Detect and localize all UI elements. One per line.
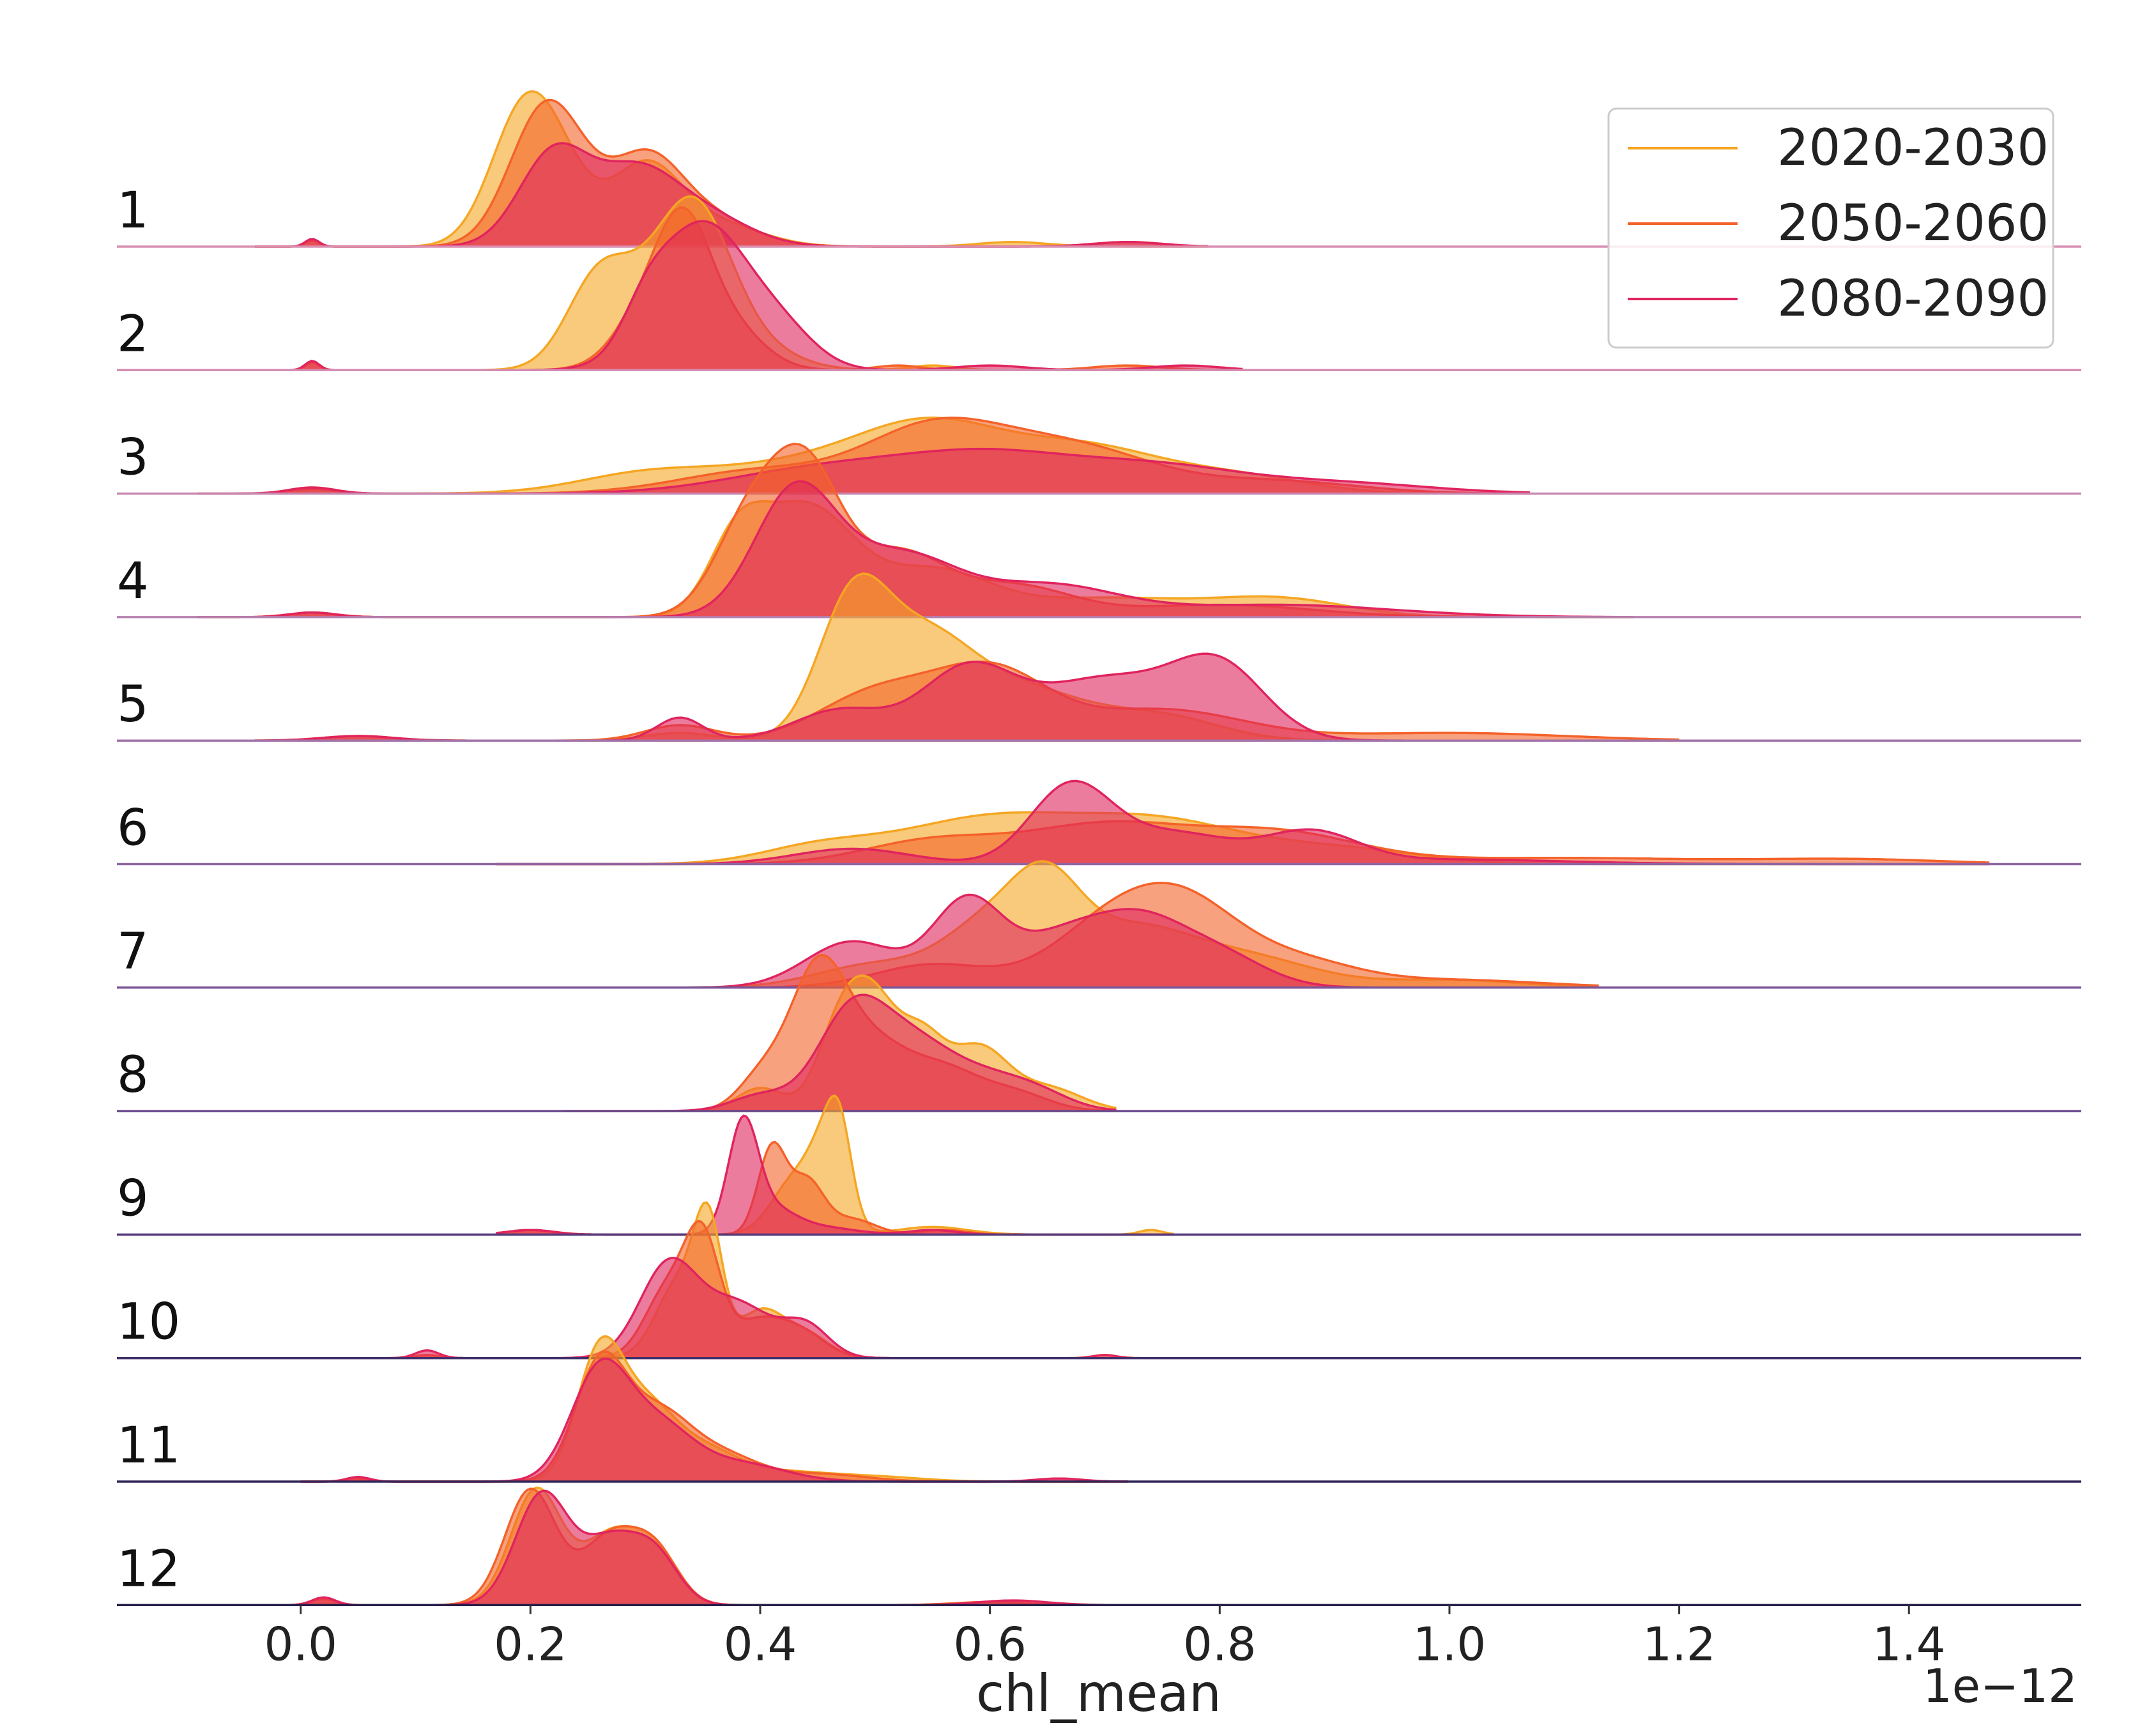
ridge-row-7: 7	[117, 860, 2081, 989]
legend: 2020-2030 2050-2060 2080-2090	[1607, 107, 2054, 349]
density-row-10-2080-2090-fill	[381, 1257, 1151, 1358]
ridge-row-9: 9	[117, 1094, 2081, 1236]
density-row-1-2050-2060-fill	[254, 100, 1209, 247]
density-row-12-2020-2030-outline	[289, 1486, 1105, 1607]
ridge-row-2: 2	[117, 195, 2081, 372]
density-row-12-2080-2090-outline	[289, 1489, 1105, 1607]
ridge-row-5: 5	[117, 572, 2081, 742]
density-row-12-2020-2030-fill	[289, 1487, 1105, 1606]
x-axis-offset-label: 1e−12	[1923, 1659, 2077, 1713]
density-row-11-2080-2090-fill	[300, 1358, 1128, 1482]
x-tick-label-1.2: 1.2	[1642, 1617, 1716, 1671]
density-row-12-2080-2090-fill	[289, 1491, 1105, 1606]
density-row-6-2080-2090-fill	[496, 781, 1990, 864]
ridge-row-3: 3	[117, 417, 2081, 495]
row-label-1: 1	[117, 182, 149, 240]
row-label-12: 12	[117, 1540, 180, 1598]
legend-label-2050-2060: 2050-2060	[1777, 195, 2049, 252]
ridge-row-8: 8	[117, 954, 2081, 1112]
x-tick-label-0.2: 0.2	[494, 1617, 567, 1671]
row-label-10: 10	[117, 1294, 180, 1351]
row-label-9: 9	[117, 1170, 149, 1227]
legend-label-2020-2030: 2020-2030	[1777, 119, 2049, 177]
density-row-12-2050-2060-outline	[289, 1487, 1105, 1607]
density-row-2-2080-2090-fill	[254, 221, 1243, 371]
row-label-2: 2	[117, 305, 149, 363]
ridge-row-10: 10	[117, 1201, 2081, 1360]
density-row-4-2080-2090-fill	[197, 481, 1633, 617]
x-tick-label-0.8: 0.8	[1183, 1617, 1257, 1671]
density-row-5-2080-2090-fill	[254, 654, 1679, 741]
x-tick-label-1.4: 1.4	[1872, 1617, 1946, 1671]
ridge-row-4: 4	[117, 443, 2081, 618]
density-row-8-2080-2090-fill	[565, 995, 1117, 1112]
ridge-row-1: 1	[117, 90, 2081, 248]
x-axis: 0.0 0.2 0.4 0.6 0.8 1.0 1.2 1.4	[264, 1605, 1946, 1671]
density-row-12-2050-2060-fill	[289, 1489, 1105, 1606]
legend-label-2080-2090: 2080-2090	[1777, 270, 2049, 328]
legend-box	[1607, 107, 2054, 349]
density-row-9-2020-2030-fill	[496, 1096, 1174, 1235]
density-row-7-2080-2090-fill	[599, 894, 1599, 988]
x-tick-label-0.4: 0.4	[724, 1617, 797, 1671]
ridge-row-11: 11	[117, 1335, 2081, 1483]
density-row-9-2050-2060-fill	[496, 1142, 1174, 1235]
density-row-3-2080-2090-fill	[197, 448, 1530, 494]
density-row-5-2020-2030-fill	[254, 573, 1679, 741]
row-label-7: 7	[117, 923, 149, 981]
row-label-8: 8	[117, 1046, 149, 1104]
row-label-6: 6	[117, 800, 149, 857]
row-label-3: 3	[117, 429, 149, 487]
ridge-row-6: 6	[117, 779, 2081, 866]
row-label-5: 5	[117, 676, 149, 733]
row-label-11: 11	[117, 1417, 180, 1475]
x-axis-title: chl_mean	[976, 1664, 1221, 1723]
density-row-1-2080-2090-fill	[254, 143, 1209, 247]
x-tick-label-0.6: 0.6	[953, 1617, 1027, 1671]
x-tick-label-1.0: 1.0	[1413, 1617, 1487, 1671]
row-label-4: 4	[117, 553, 149, 610]
ridge-row-12: 12	[117, 1486, 2081, 1607]
x-tick-label-0.0: 0.0	[264, 1617, 337, 1671]
